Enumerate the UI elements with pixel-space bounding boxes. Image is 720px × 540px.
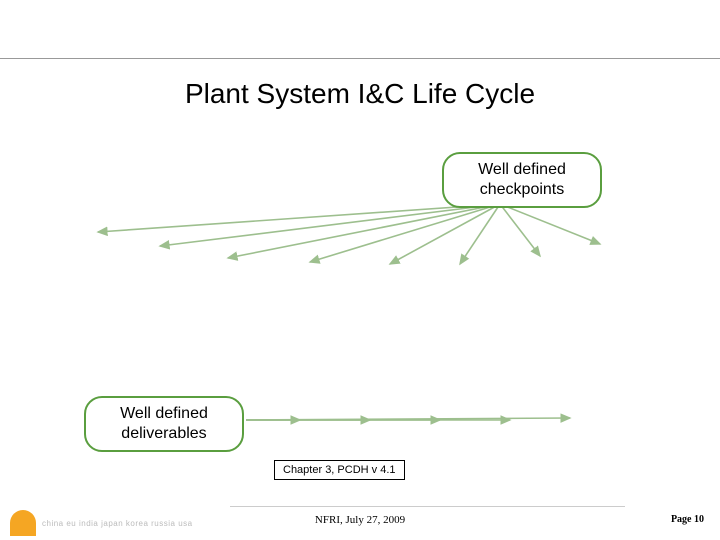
reference-text: Chapter 3, PCDH v 4.1 <box>283 464 396 476</box>
header-rule <box>0 58 720 59</box>
callout-deliverables-text: Well defineddeliverables <box>120 405 208 442</box>
callout-checkpoints: Well definedcheckpoints <box>442 152 602 208</box>
callout-deliverables: Well defineddeliverables <box>84 396 244 452</box>
page-number: Page 10 <box>671 514 704 525</box>
footer-date: NFRI, July 27, 2009 <box>0 514 720 526</box>
footer: china eu india japan korea russia usa NF… <box>0 506 720 540</box>
footer-rule <box>230 506 625 507</box>
reference-box: Chapter 3, PCDH v 4.1 <box>274 460 405 480</box>
slide-title: Plant System I&C Life Cycle <box>0 78 720 110</box>
callout-checkpoints-text: Well definedcheckpoints <box>478 161 566 198</box>
